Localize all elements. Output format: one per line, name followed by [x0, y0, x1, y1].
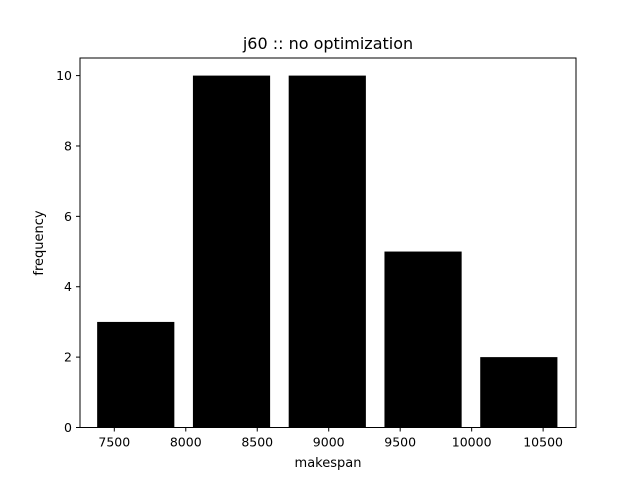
- chart-title: j60 :: no optimization: [242, 34, 413, 53]
- x-tick-label-5: 10000: [452, 435, 492, 450]
- y-tick-label-0: 0: [64, 420, 72, 435]
- x-tick-label-2: 8500: [241, 435, 273, 450]
- x-tick-label-4: 9500: [384, 435, 416, 450]
- bar-0: [97, 321, 175, 428]
- y-tick-label-3: 6: [64, 209, 72, 224]
- y-tick-label-5: 10: [56, 68, 72, 83]
- y-tick-label-2: 4: [64, 279, 72, 294]
- bar-1: [192, 75, 271, 428]
- x-tick-label-1: 8000: [170, 435, 202, 450]
- plot-frame: [79, 57, 577, 428]
- y-tick-label-4: 8: [64, 138, 72, 153]
- y-axis-ticks: 0 2 4 6 8 10: [56, 68, 80, 435]
- y-axis-label: frequency: [32, 210, 47, 276]
- bars-group: [97, 75, 558, 428]
- y-tick-label-1: 2: [64, 350, 72, 365]
- bar-2: [288, 75, 366, 428]
- x-axis-ticks: 7500 8000 8500 9000 9500 10000 10500: [98, 427, 563, 450]
- x-tick-label-0: 7500: [98, 435, 130, 450]
- x-tick-label-6: 10500: [523, 435, 563, 450]
- x-axis-label: makespan: [295, 456, 362, 471]
- bar-4: [480, 357, 558, 428]
- x-tick-label-3: 9000: [313, 435, 345, 450]
- bar-3: [384, 251, 462, 428]
